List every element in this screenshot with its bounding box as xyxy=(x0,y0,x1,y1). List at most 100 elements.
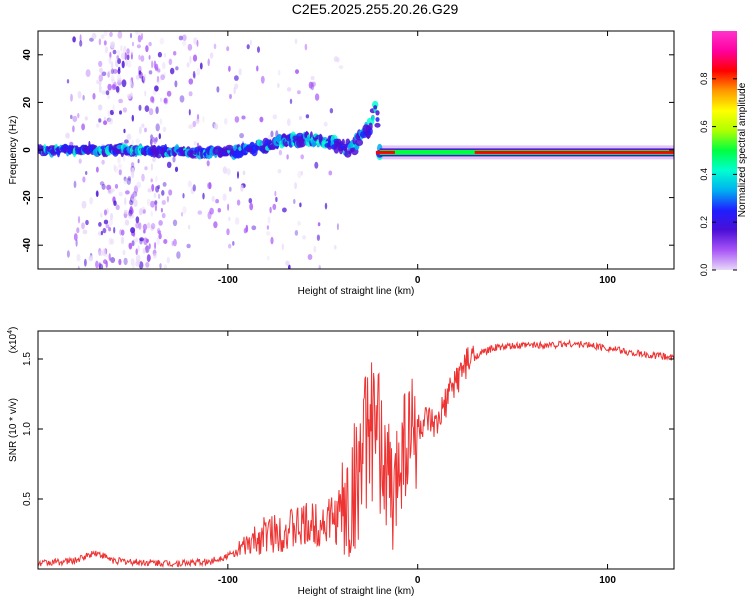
spectrogram-noise-cell xyxy=(272,203,277,210)
spectrogram-noise-cell xyxy=(138,65,142,73)
spectrogram-noise-cell xyxy=(246,44,250,50)
spectrogram-noise-cell xyxy=(110,257,116,263)
spectrogram-noise-cell xyxy=(277,169,282,174)
spectrogram-noise-cell xyxy=(222,166,228,174)
spectrogram-noise-cell xyxy=(128,209,133,217)
spectrogram-noise-cell xyxy=(153,60,157,69)
spectrogram-noise-cell xyxy=(161,213,166,219)
spectrogram-noise-cell xyxy=(259,116,264,123)
snr-x-axis: -100 0 100 xyxy=(218,331,616,586)
spectrogram-noise-cell xyxy=(98,263,104,269)
spectrogram-noise-cell xyxy=(235,217,240,225)
spectrogram-y-tick-label: -40 xyxy=(22,238,33,253)
spectrogram-noise-cell xyxy=(308,81,313,89)
spectrogram-noise-cell xyxy=(144,90,147,97)
spectrogram-noise-cell xyxy=(222,193,227,201)
spectrogram-marks xyxy=(38,31,674,269)
spectrogram-noise-cell xyxy=(157,51,162,58)
spectrogram-noise-cell xyxy=(109,212,114,221)
spectrogram-noise-cell xyxy=(138,54,141,61)
spectrogram-noise-cell xyxy=(186,62,190,68)
spectrogram-noise-cell xyxy=(175,66,179,71)
spectrogram-noise-cell xyxy=(137,245,140,253)
spectrogram-noise-cell xyxy=(128,242,133,250)
spectrogram-noise-cell xyxy=(317,222,321,227)
spectrogram-noise-cell xyxy=(126,54,130,61)
spectrogram-x-tick-label: -100 xyxy=(218,275,238,286)
spectrogram-noise-cell xyxy=(135,248,138,255)
spectrogram-noise-cell xyxy=(89,197,93,205)
spectrogram-noise-cell xyxy=(266,255,270,261)
spectrogram-noise-cell xyxy=(300,170,303,176)
spectrogram-noise-cell xyxy=(151,60,154,69)
spectrogram-noise-cell xyxy=(91,32,97,40)
spectrogram-noise-cell xyxy=(333,56,339,63)
spectrogram-noise-cell xyxy=(144,245,150,254)
spectrogram-noise-cell xyxy=(300,154,305,160)
spectrogram-noise-cell xyxy=(122,107,127,113)
spectrogram-y-tick-label: 20 xyxy=(22,96,33,108)
spectrogram-noise-cell xyxy=(257,46,260,53)
spectrogram-noise-cell xyxy=(66,79,70,84)
spectrogram-noise-cell xyxy=(226,168,231,176)
snr-x-tick-label: -100 xyxy=(218,575,238,586)
spectrogram-noise-cell xyxy=(245,224,249,233)
spectrogram-noise-cell xyxy=(89,37,94,42)
spectrogram-noise-cell xyxy=(145,261,150,268)
spectrogram-panel: -100 0 100 -40 -20 0 20 40 Height of straight … xyxy=(8,30,675,297)
spectrogram-noise-cell xyxy=(108,218,113,226)
spectrogram-noise-cell xyxy=(85,219,89,226)
spectrogram-noise-cell xyxy=(88,255,94,262)
spectrogram-noise-cell xyxy=(298,115,302,121)
spectrogram-noise-cell xyxy=(110,61,114,70)
spectrogram-noise-cell xyxy=(148,41,152,47)
spectrogram-noise-cell xyxy=(176,251,181,259)
spectrogram-noise-cell xyxy=(79,40,83,47)
spectrogram-signal-cell xyxy=(355,139,364,146)
spectrogram-noise-cell xyxy=(299,202,302,208)
spectrogram-noise-cell xyxy=(130,50,134,56)
spectrogram-noise-cell xyxy=(242,170,246,176)
spectrogram-signal-cell xyxy=(371,115,375,122)
spectrogram-noise-cell xyxy=(126,48,130,54)
spectrogram-noise-cell xyxy=(121,79,127,88)
spectrogram-noise-cell xyxy=(101,159,105,165)
spectrogram-noise-cell xyxy=(249,202,254,211)
spectrogram-noise-cell xyxy=(297,90,301,95)
spectrogram-noise-cell xyxy=(138,222,142,230)
spectrogram-y-label: Frequency (Hz) xyxy=(8,116,19,185)
colorbar: 0.0 0.2 0.4 0.6 0.8 Normalized spectral ampl… xyxy=(699,31,748,276)
spectrogram-noise-cell xyxy=(135,261,140,267)
spectrogram-noise-cell xyxy=(186,243,191,249)
spectrogram-noise-cell xyxy=(179,95,185,103)
spectrogram-noise-cell xyxy=(85,69,91,77)
spectrogram-noise-cell xyxy=(135,75,140,80)
spectrogram-noise-cell xyxy=(182,34,187,41)
spectrogram-noise-cell xyxy=(229,186,232,192)
spectrogram-y-axis: -40 -20 0 20 40 xyxy=(22,49,674,253)
spectrogram-noise-cell xyxy=(211,195,215,202)
spectrogram-noise-cell xyxy=(123,257,128,266)
spectrogram-noise-cell xyxy=(217,208,221,213)
spectrogram-noise-cell xyxy=(160,207,163,213)
spectrogram-noise-cell xyxy=(236,199,241,206)
spectrogram-noise-cell xyxy=(307,254,313,260)
spectrogram-noise-cell xyxy=(117,31,123,39)
spectrogram-noise-cell xyxy=(101,90,107,95)
spectrogram-noise-cell xyxy=(173,51,177,56)
spectrogram-noise-cell xyxy=(142,247,146,254)
spectrogram-noise-cell xyxy=(112,81,117,90)
spectrogram-noise-cell xyxy=(249,39,252,46)
spectrogram-noise-cell xyxy=(172,156,176,163)
spectrogram-noise-cell xyxy=(168,189,173,196)
spectrogram-noise-cell xyxy=(158,233,162,240)
spectrogram-noise-cell xyxy=(209,207,214,215)
spectrogram-noise-cell xyxy=(270,130,274,138)
spectrogram-noise-cell xyxy=(116,49,121,56)
spectrogram-noise-cell xyxy=(162,126,167,132)
spectrogram-x-tick-label: 0 xyxy=(415,275,421,286)
spectrogram-noise-cell xyxy=(182,40,187,47)
spectrogram-noise-cell xyxy=(171,241,174,246)
spectrogram-noise-cell xyxy=(107,188,113,195)
